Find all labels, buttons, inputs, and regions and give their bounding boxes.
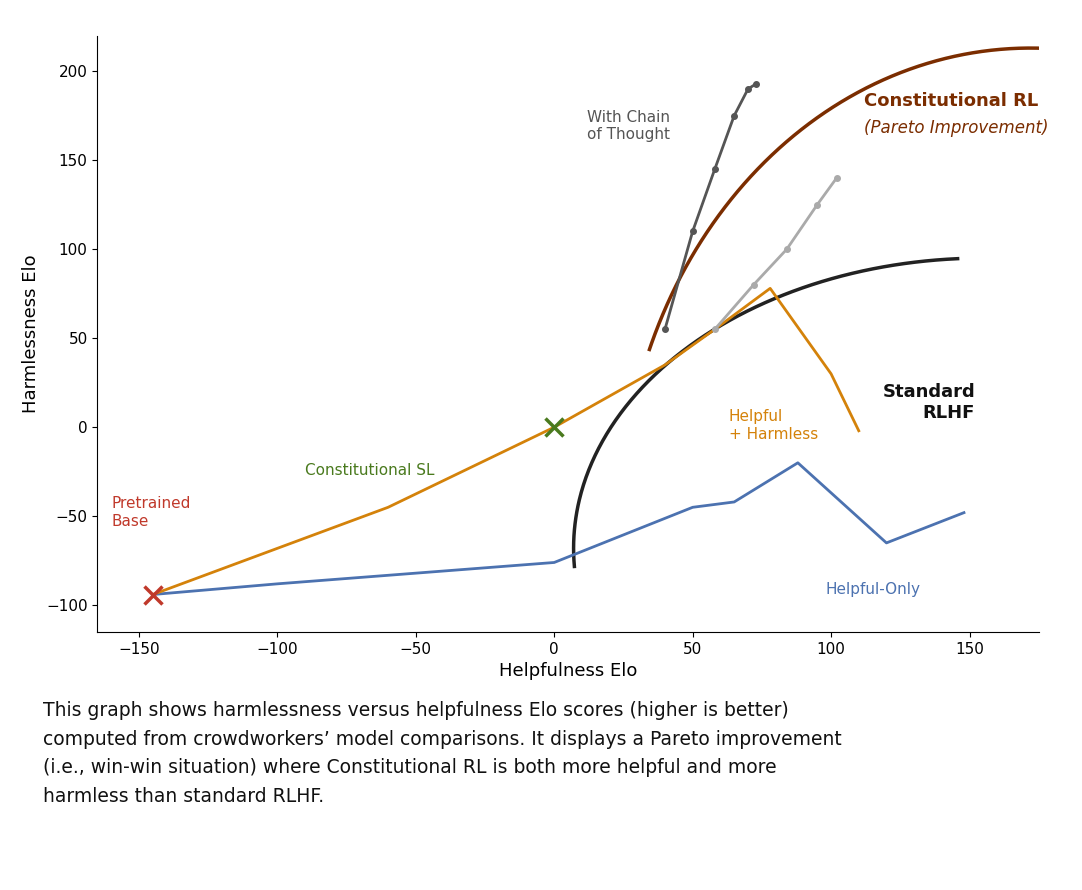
X-axis label: Helpfulness Elo: Helpfulness Elo — [499, 662, 637, 680]
Text: With Chain
of Thought: With Chain of Thought — [588, 110, 671, 142]
Y-axis label: Harmlessness Elo: Harmlessness Elo — [23, 255, 40, 413]
Text: Constitutional RL: Constitutional RL — [865, 93, 1039, 110]
Text: Constitutional SL: Constitutional SL — [305, 463, 435, 478]
Text: Helpful-Only: Helpful-Only — [826, 582, 921, 597]
Text: Pretrained
Base: Pretrained Base — [111, 497, 190, 529]
Text: Standard
RLHF: Standard RLHF — [882, 383, 975, 422]
Text: (Pareto Improvement): (Pareto Improvement) — [865, 119, 1048, 137]
Text: Helpful
+ Harmless: Helpful + Harmless — [728, 409, 818, 441]
Text: This graph shows harmlessness versus helpfulness Elo scores (higher is better)
c: This graph shows harmlessness versus hel… — [43, 701, 842, 806]
